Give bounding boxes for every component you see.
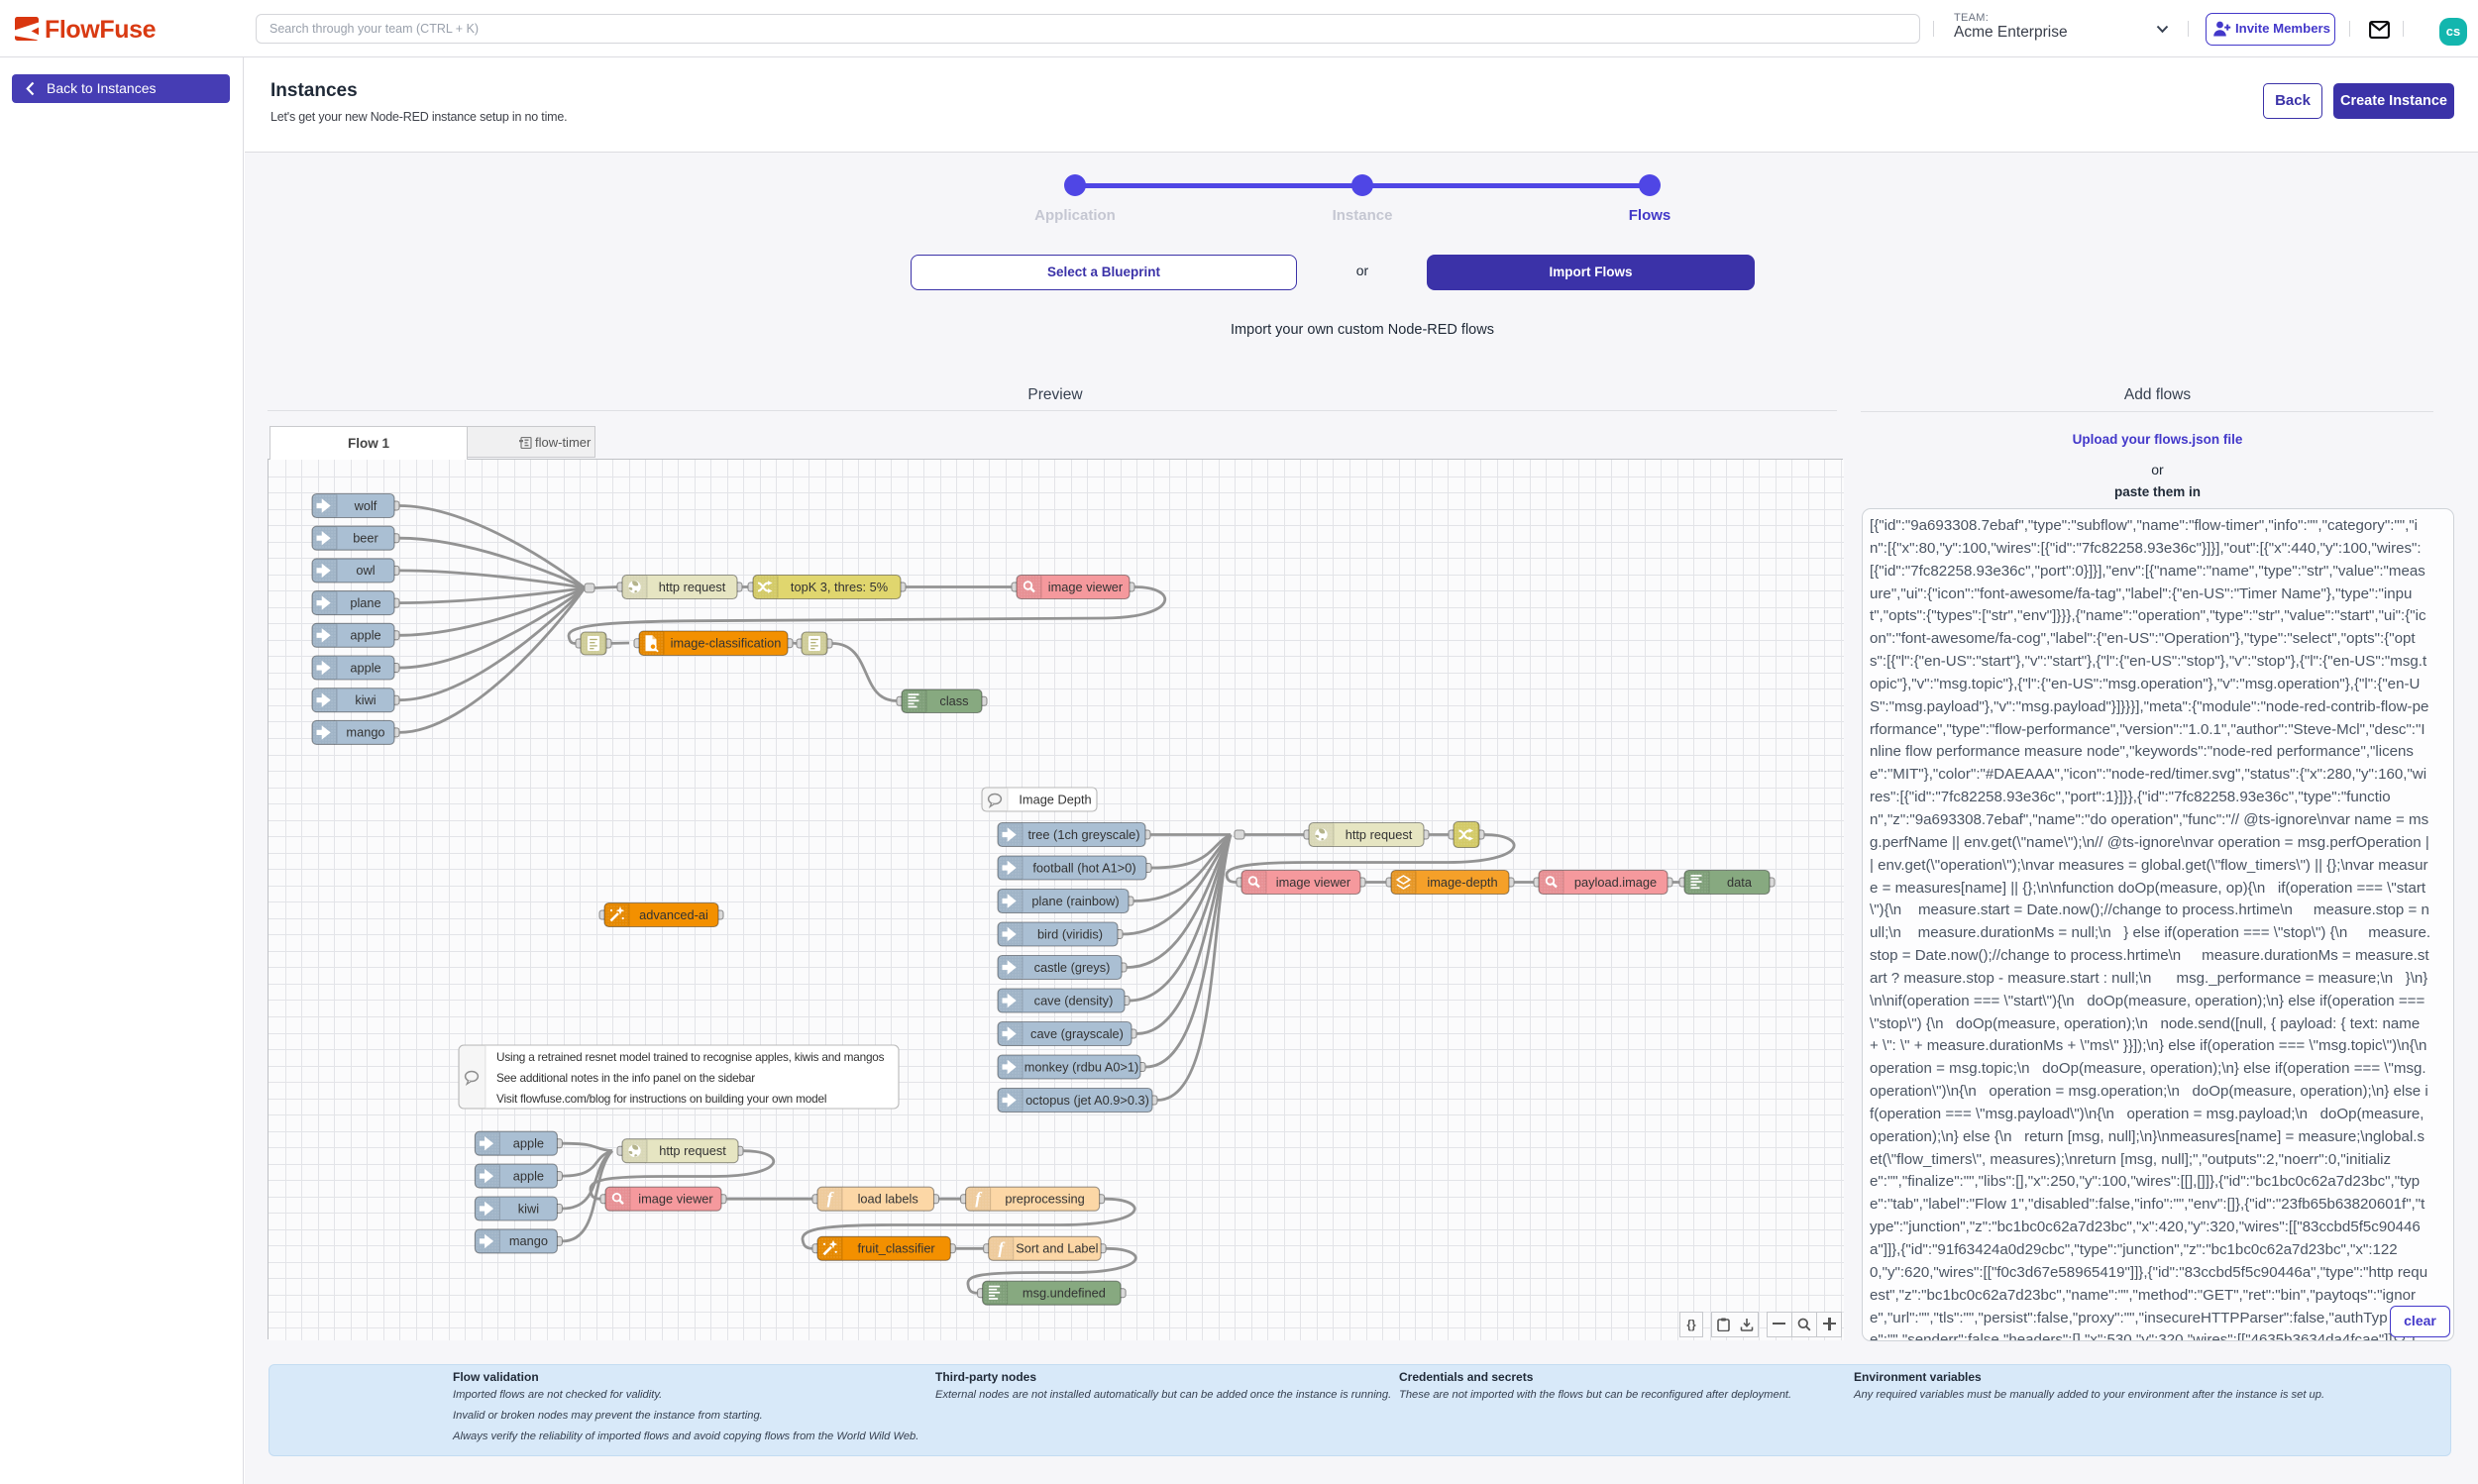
svg-text:bird (viridis): bird (viridis) [1037, 926, 1103, 941]
svg-text:http request: http request [659, 580, 726, 594]
svg-text:monkey (rdbu A0>1): monkey (rdbu A0>1) [1024, 1059, 1139, 1074]
svg-text:kiwi: kiwi [355, 692, 376, 707]
svg-text:payload.image: payload.image [1574, 875, 1657, 890]
svg-text:fruit_classifier: fruit_classifier [857, 1241, 935, 1256]
svg-text:apple: apple [513, 1136, 544, 1151]
svg-text:football (hot A1>0): football (hot A1>0) [1032, 860, 1135, 875]
svg-text:beer: beer [353, 531, 378, 546]
svg-text:class: class [939, 693, 968, 708]
svg-text:plane (rainbow): plane (rainbow) [1031, 894, 1119, 908]
svg-text:Sort and Label: Sort and Label [1016, 1241, 1098, 1256]
svg-text:Image Depth: Image Depth [1019, 792, 1091, 806]
svg-text:apple: apple [350, 660, 380, 675]
svg-text:Using a retrained resnet model: Using a retrained resnet model trained t… [496, 1050, 885, 1064]
svg-text:f: f [975, 1189, 983, 1208]
svg-text:topK 3, thres: 5%: topK 3, thres: 5% [791, 580, 888, 594]
svg-text:apple: apple [513, 1168, 544, 1183]
svg-text:octopus (jet A0.9>0.3): octopus (jet A0.9>0.3) [1025, 1093, 1149, 1108]
svg-text:image viewer: image viewer [638, 1192, 713, 1207]
svg-text:See additional notes in the in: See additional notes in the info panel o… [496, 1071, 755, 1085]
svg-text:Visit flowfuse.com/blog for in: Visit flowfuse.com/blog for instructions… [496, 1092, 826, 1106]
svg-text:msg.undefined: msg.undefined [1023, 1286, 1106, 1301]
svg-text:preprocessing: preprocessing [1005, 1192, 1084, 1207]
svg-text:f: f [998, 1238, 1006, 1257]
svg-text:data: data [1727, 875, 1753, 890]
svg-text:image viewer: image viewer [1048, 580, 1124, 594]
svg-text:tree (1ch greyscale): tree (1ch greyscale) [1027, 827, 1139, 842]
svg-text:image-depth: image-depth [1427, 875, 1497, 890]
svg-text:castle (greys): castle (greys) [1034, 960, 1111, 975]
svg-text:plane: plane [350, 595, 380, 610]
svg-text:mango: mango [346, 725, 384, 740]
svg-text:wolf: wolf [354, 498, 377, 513]
svg-text:f: f [827, 1189, 835, 1208]
svg-text:cave (grayscale): cave (grayscale) [1030, 1026, 1124, 1041]
svg-text:mango: mango [509, 1233, 548, 1248]
svg-text:owl: owl [356, 563, 375, 578]
svg-text:image viewer: image viewer [1276, 875, 1351, 890]
svg-text:apple: apple [350, 628, 380, 643]
svg-text:http request: http request [1346, 827, 1413, 842]
svg-text:advanced-ai: advanced-ai [639, 907, 708, 922]
svg-text:http request: http request [659, 1143, 726, 1158]
svg-text:kiwi: kiwi [518, 1201, 539, 1216]
svg-text:load labels: load labels [858, 1192, 918, 1207]
svg-text:cave (density): cave (density) [1034, 993, 1114, 1007]
svg-text:image-classification: image-classification [671, 636, 782, 651]
